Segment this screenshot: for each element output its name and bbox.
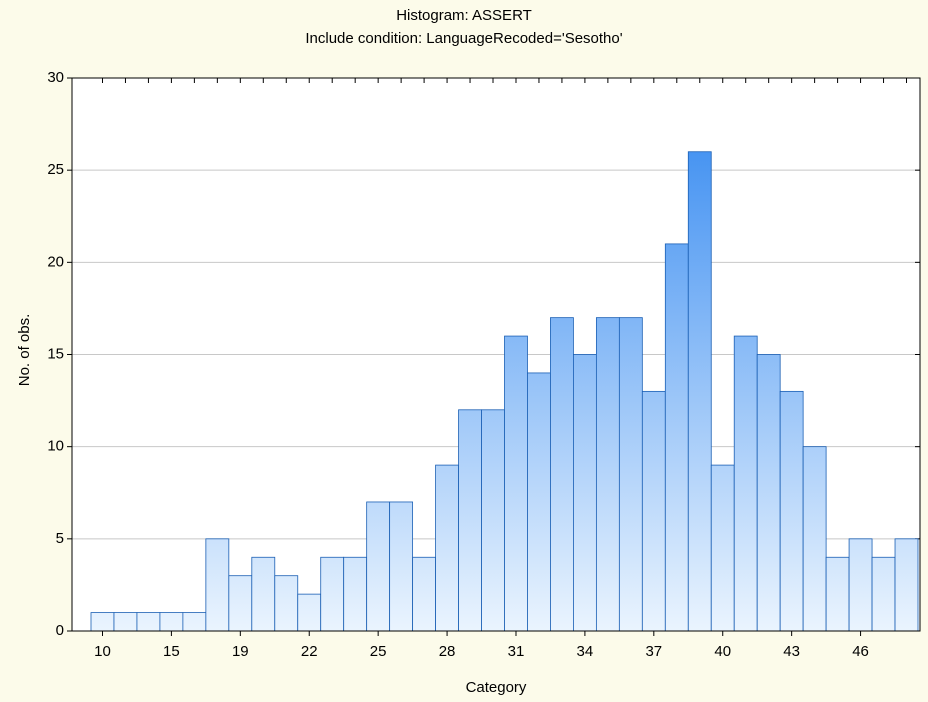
x-tick-label: 37 [645,643,662,660]
bar [871,556,896,632]
x-tick-label: 22 [301,643,318,660]
bar [297,593,322,632]
bar [687,151,712,632]
bar [573,354,597,632]
x-tick-label: 43 [783,643,800,660]
bar [481,409,505,632]
y-tick-label: 5 [56,530,64,547]
bar [113,612,138,632]
bar [504,335,528,632]
bar [435,464,459,632]
y-tick-label: 0 [56,622,64,639]
bar [756,354,781,632]
chart-subtitle: Include condition: LanguageRecoded='Seso… [305,30,622,47]
y-axis-label: No. of obs. [16,314,33,387]
bar [136,612,161,632]
x-tick-label: 31 [508,643,525,660]
x-tick-label: 28 [439,643,456,660]
x-tick-label: 15 [163,643,180,660]
bar [802,446,827,632]
bar [228,575,253,632]
bar [90,612,115,632]
bar [182,612,207,632]
bar [159,612,184,632]
bar [848,538,873,632]
bar [825,556,850,632]
bar [343,556,368,632]
bar [710,464,735,632]
bar [274,575,299,632]
x-tick-label: 25 [370,643,387,660]
bar [389,501,414,632]
x-tick-label: 40 [714,643,731,660]
bar [320,556,345,632]
bar [205,538,230,632]
y-tick-label: 15 [47,345,64,362]
bar [641,390,666,632]
bar [251,556,276,632]
bar [412,556,436,632]
bar [618,317,643,632]
bar [595,317,620,632]
bar [527,372,551,632]
x-tick-label: 19 [232,643,249,660]
chart-title: Histogram: ASSERT [396,7,532,24]
x-axis-label: Category [466,679,527,696]
y-tick-label: 20 [47,253,64,270]
bar [458,409,482,632]
bar [366,501,391,632]
bar [550,317,574,632]
plot-frame [71,77,921,632]
y-tick-label: 25 [47,161,64,178]
bar [733,335,758,632]
bar [664,243,689,632]
y-tick-label: 10 [47,438,64,455]
bar [779,390,804,632]
y-tick-label: 30 [47,69,64,86]
bar [894,538,919,632]
x-tick-label: 10 [94,643,111,660]
x-tick-label: 46 [852,643,869,660]
x-tick-label: 34 [577,643,594,660]
